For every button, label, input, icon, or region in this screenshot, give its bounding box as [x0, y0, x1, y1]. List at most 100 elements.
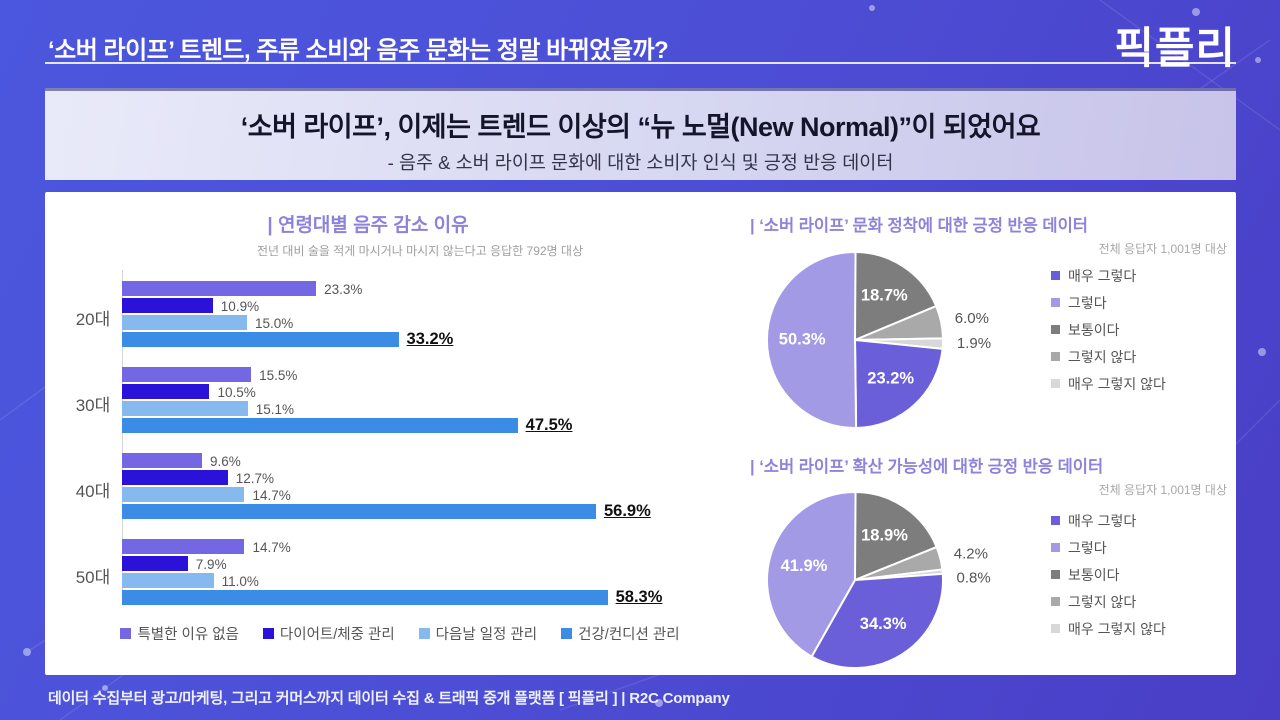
bar-row: 33.2%	[122, 330, 682, 348]
bar-category-label: 40대	[75, 482, 111, 501]
pie2-chart: 18.9% 4.2% 0.8% 34.3% 41.9%	[765, 490, 991, 670]
legend-swatch	[561, 628, 573, 639]
legend-swatch	[1051, 325, 1060, 334]
bar-4	[122, 590, 608, 605]
bar-value-label: 11.0%	[221, 574, 259, 589]
bar-value-label: 15.5%	[259, 368, 298, 383]
pie1-subtitle: 전체 응답자 1,001명 대상	[1098, 242, 1227, 256]
bar-value-label: 15.0%	[254, 316, 294, 331]
bar-3	[122, 315, 247, 330]
bar-value-label: 56.9%	[603, 502, 651, 520]
bar-row: 58.3%	[122, 588, 682, 606]
legend-label: 보통이다	[1068, 321, 1120, 338]
bar-row: 12.7%	[122, 470, 682, 486]
pie-value-label: 1.9%	[957, 335, 991, 352]
bar-row: 11.0%	[122, 573, 682, 589]
bar-row: 10.5%	[122, 384, 682, 400]
legend-item: 그렇다	[1051, 534, 1231, 561]
footer-text: 데이터 수집부터 광고/마케팅, 그리고 커머스까지 데이터 수집 & 트래픽 …	[48, 690, 730, 707]
bar-chart-title: | 연령대별 음주 감소 이유	[267, 215, 469, 236]
bar-2	[122, 384, 210, 399]
headline-subtitle: - 음주 & 소버 라이프 문화에 대한 소비자 인식 및 긍정 반응 데이터	[387, 152, 894, 173]
legend-label: 매우 그렇다	[1068, 267, 1137, 284]
legend-swatch	[1051, 570, 1060, 579]
legend-label: 건강/컨디션 관리	[578, 627, 680, 643]
legend-label: 보통이다	[1068, 566, 1120, 583]
pie2-legend: 매우 그렇다 그렇다 보통이다 그렇지 않다 매우 그렇지 않다	[1051, 507, 1231, 642]
legend-item: 그렇다	[1051, 289, 1231, 316]
content-panel: | 연령대별 음주 감소 이유 전년 대비 술을 적게 마시거나 마시지 않는다…	[45, 192, 1236, 675]
legend-label: 매우 그렇지 않다	[1068, 375, 1166, 392]
legend-swatch	[1051, 516, 1060, 525]
legend-label: 특별한 이유 없음	[137, 627, 239, 643]
bar-row: 9.6%	[122, 453, 682, 469]
legend-item: 매우 그렇다	[1051, 262, 1231, 289]
bar-1	[122, 367, 252, 382]
legend-item: 보통이다	[1051, 316, 1231, 343]
legend-label: 그렇다	[1068, 294, 1107, 311]
top-header: ‘소버 라이프’ 트렌드, 주류 소비와 음주 문화는 정말 바뀌었을까? 픽플…	[0, 0, 1280, 86]
pie2-subtitle: 전체 응답자 1,001명 대상	[1098, 483, 1227, 497]
legend-item: 건강/컨디션 관리	[561, 623, 680, 644]
legend-label: 다음날 일정 관리	[435, 627, 538, 643]
bar-value-label: 33.2%	[406, 330, 454, 348]
legend-label: 매우 그렇다	[1068, 512, 1137, 529]
legend-swatch	[1051, 379, 1060, 388]
pie-slice	[854, 339, 944, 429]
bar-row: 15.1%	[122, 401, 682, 417]
bar-row: 47.5%	[122, 416, 682, 434]
bar-value-label: 58.3%	[615, 588, 663, 606]
pie-slice	[810, 572, 944, 670]
bar-chart: 20대 23.3% 10.9% 15.0% 33.2% 30대 15.5% 10.5% 15.1…	[76, 192, 682, 632]
pie-slice	[765, 490, 857, 658]
bar-chart-subtitle: 전년 대비 술을 적게 마시거나 마시지 않는다고 응답한 792명 대상	[256, 244, 584, 258]
bar-2	[122, 298, 213, 313]
pie-value-label: 34.3%	[860, 615, 907, 633]
bar-value-label: 10.9%	[220, 299, 260, 314]
bar-4	[122, 332, 399, 347]
legend-swatch	[1051, 624, 1060, 633]
legend-swatch	[1051, 352, 1060, 361]
legend-label: 그렇지 않다	[1068, 348, 1137, 365]
bar-value-label: 47.5%	[525, 416, 573, 434]
bar-row: 23.3%	[122, 281, 682, 297]
headline-banner: ‘소버 라이프’, 이제는 트렌드 이상의 “뉴 노멀(New Normal)”…	[45, 88, 1236, 180]
bar-row: 14.7%	[122, 487, 682, 503]
legend-label: 다이어트/체중 관리	[279, 627, 395, 643]
pie-value-label: 41.9%	[781, 557, 828, 575]
bar-value-label: 12.7%	[235, 471, 275, 486]
pie-value-label: 18.9%	[861, 527, 908, 545]
pie-value-label: 18.7%	[861, 286, 908, 304]
bar-row: 10.9%	[122, 298, 682, 314]
legend-swatch	[1051, 597, 1060, 606]
pie-value-label: 4.2%	[954, 546, 988, 563]
pie-slice	[765, 250, 858, 429]
bar-chart-legend: 특별한 이유 없음 다이어트/체중 관리 다음날 일정 관리 건강/컨디션 관리	[75, 623, 725, 644]
legend-item: 그렇지 않다	[1051, 343, 1231, 370]
legend-item: 매우 그렇지 않다	[1051, 615, 1231, 642]
bar-value-label: 9.6%	[209, 454, 241, 469]
legend-swatch	[1051, 271, 1060, 280]
legend-item: 보통이다	[1051, 561, 1231, 588]
pie-value-label: 50.3%	[779, 331, 826, 349]
bar-category-label: 50대	[75, 568, 111, 587]
pie-slice	[854, 491, 938, 581]
legend-label: 그렇다	[1068, 539, 1107, 556]
pie-value-label: 0.8%	[957, 569, 991, 586]
bar-1	[122, 453, 202, 468]
bar-3	[122, 487, 245, 502]
bar-1	[122, 281, 317, 296]
bar-1	[122, 539, 245, 554]
bar-3	[122, 401, 248, 416]
pie-slice	[854, 251, 938, 341]
pickfli-logo: 픽플리	[1114, 25, 1236, 73]
bar-row: 14.7%	[122, 539, 682, 555]
headline-title: ‘소버 라이프’, 이제는 트렌드 이상의 “뉴 노멀(New Normal)”…	[240, 112, 1041, 142]
bar-row: 56.9%	[122, 502, 682, 520]
legend-label: 매우 그렇지 않다	[1068, 620, 1166, 637]
bar-category-label: 20대	[75, 310, 111, 329]
legend-item: 매우 그렇지 않다	[1051, 370, 1231, 397]
bar-value-label: 14.7%	[252, 488, 291, 503]
